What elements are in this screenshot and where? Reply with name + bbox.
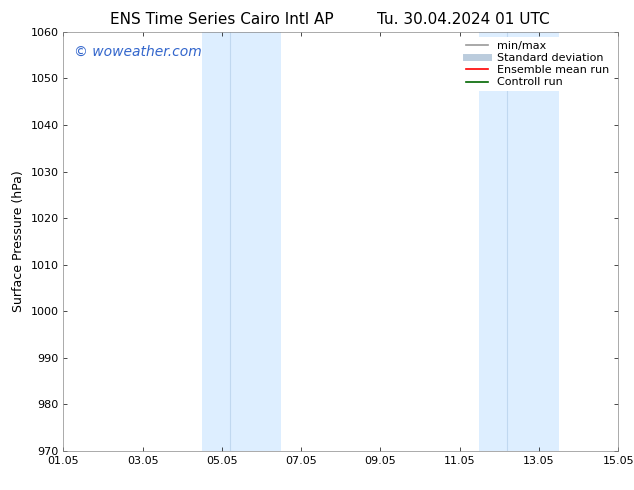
- Bar: [230, 32, 281, 451]
- Text: ENS Time Series Cairo Intl AP: ENS Time Series Cairo Intl AP: [110, 12, 333, 27]
- Text: © woweather.com: © woweather.com: [75, 45, 202, 58]
- Text: Tu. 30.04.2024 01 UTC: Tu. 30.04.2024 01 UTC: [377, 12, 549, 27]
- Bar: [507, 32, 559, 451]
- Bar: [202, 32, 230, 451]
- Legend: min/max, Standard deviation, Ensemble mean run, Controll run: min/max, Standard deviation, Ensemble me…: [463, 37, 612, 91]
- Y-axis label: Surface Pressure (hPa): Surface Pressure (hPa): [12, 171, 25, 312]
- Bar: [479, 32, 507, 451]
